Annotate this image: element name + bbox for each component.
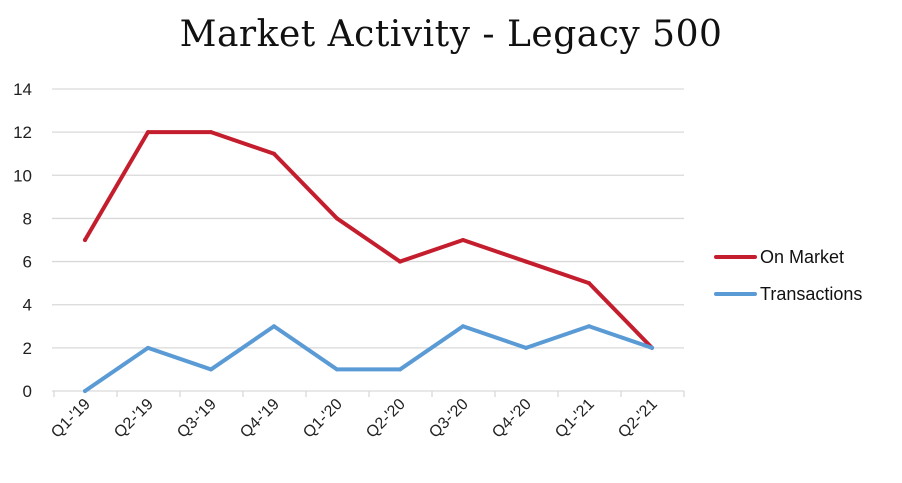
y-tick-label: 2	[23, 339, 32, 358]
y-tick-label: 8	[23, 209, 32, 228]
data-point	[272, 151, 276, 156]
data-point	[146, 345, 150, 350]
data-point	[209, 367, 213, 372]
x-tick-label: Q4-'20	[489, 396, 535, 442]
gridlines	[52, 88, 684, 349]
data-point	[461, 324, 465, 329]
x-tick-label: Q2-'19	[111, 396, 157, 442]
data-point	[335, 367, 339, 372]
series-lines	[83, 130, 654, 393]
data-point	[146, 130, 150, 135]
y-tick-label: 4	[23, 296, 32, 315]
data-point	[398, 259, 402, 264]
series-line-on-market	[83, 130, 654, 350]
y-axis-ticks: 0 2 4 6 8 10 12 14	[13, 80, 32, 401]
x-tick-label: Q3-'20	[426, 396, 472, 442]
data-point	[650, 345, 654, 350]
x-tick-label: Q2-'21	[615, 396, 661, 442]
legend-label: On Market	[760, 247, 844, 267]
data-point	[587, 324, 591, 329]
x-tick-label: Q1-'21	[552, 396, 598, 442]
data-point	[335, 216, 339, 221]
x-tick-label: Q1-'20	[300, 396, 346, 442]
data-point	[398, 367, 402, 372]
y-tick-label: 6	[23, 253, 32, 272]
x-tick-label: Q2-'20	[363, 396, 409, 442]
data-point	[461, 238, 465, 242]
data-point	[587, 281, 591, 286]
y-tick-label: 0	[23, 382, 32, 401]
data-point	[83, 389, 87, 393]
y-tick-label: 12	[13, 123, 32, 142]
data-point	[272, 324, 276, 329]
chart-title: Market Activity - Legacy 500	[179, 14, 723, 55]
data-point	[209, 130, 213, 135]
data-point	[83, 238, 87, 242]
x-tick-label: Q3-'19	[174, 396, 220, 442]
x-tick-label: Q1-'19	[48, 396, 94, 442]
x-axis-ticks: Q1-'19 Q2-'19 Q3-'19 Q4-'19 Q1-'20 Q2-'20 Q3-'…	[48, 396, 661, 442]
series-line-transactions	[83, 324, 654, 393]
legend: On Market Transactions	[714, 247, 862, 304]
data-point	[524, 345, 528, 350]
axes	[52, 390, 685, 397]
legend-label: Transactions	[760, 284, 862, 304]
x-tick-label: Q4-'19	[237, 396, 283, 442]
y-tick-label: 10	[13, 166, 32, 185]
data-point	[524, 259, 528, 264]
y-tick-label: 14	[13, 80, 32, 99]
